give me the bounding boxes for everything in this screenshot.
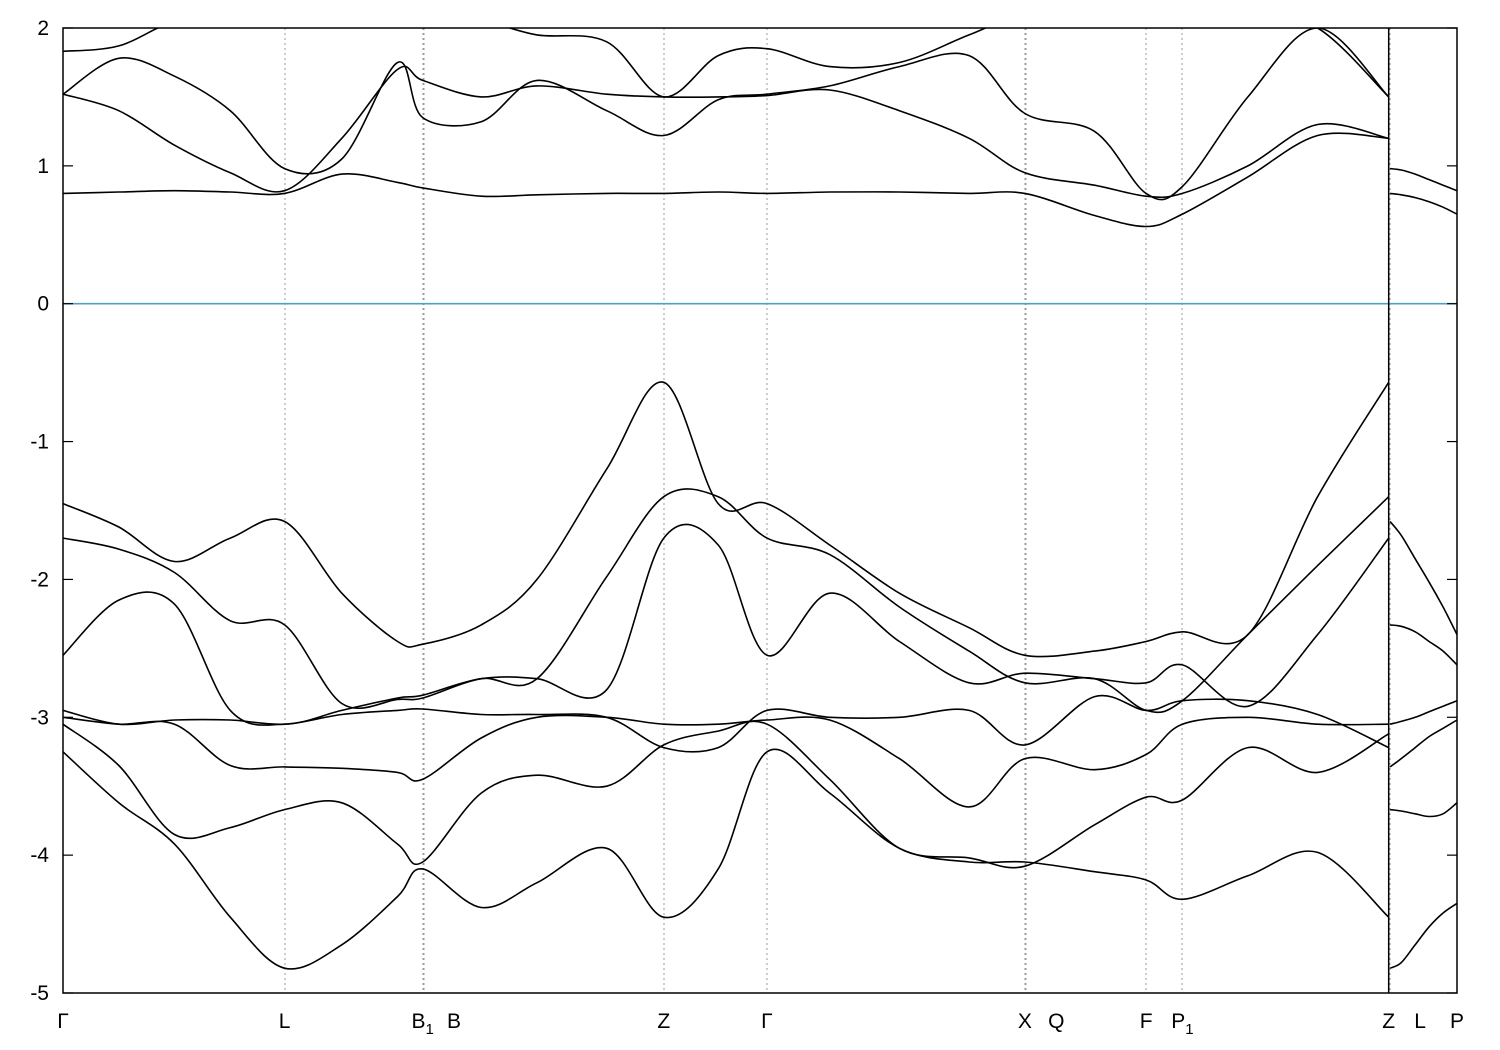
- kpoint-label-4: Z: [657, 1010, 670, 1033]
- ytick-label: -3: [30, 706, 49, 729]
- band-17: [1389, 192, 1457, 215]
- band-11: [1389, 902, 1457, 969]
- kpoint-subscript-2: 1: [425, 1021, 433, 1038]
- plot-border: [62, 27, 1458, 994]
- kpoint-label-5: Γ: [761, 1010, 773, 1033]
- ytick-label: 0: [37, 293, 49, 316]
- kpoint-label-7: Q: [1048, 1010, 1064, 1033]
- band-13: [1389, 719, 1457, 768]
- ytick-label: 1: [37, 155, 49, 178]
- band-12: [1389, 802, 1457, 818]
- band-lines: [63, 28, 1457, 970]
- band-18: [1390, 167, 1457, 192]
- plot-frame: [62, 27, 1458, 994]
- band-2: [63, 714, 1389, 808]
- ytick-label: -2: [30, 568, 49, 591]
- ytick-label: -5: [30, 982, 49, 1005]
- kpoint-label-0: Γ: [57, 1010, 69, 1033]
- band-9: [63, 28, 1390, 201]
- ytick-label: -4: [30, 844, 49, 867]
- kpoint-label-3: B: [447, 1010, 461, 1033]
- ytick-label: -1: [30, 431, 49, 454]
- band-14: [1389, 699, 1457, 725]
- band-16: [1389, 520, 1457, 635]
- band-1: [63, 720, 1390, 869]
- ytick-label: 2: [37, 17, 49, 40]
- band-15: [1389, 624, 1457, 666]
- band-4: [63, 523, 1390, 726]
- kpoint-label-8: F: [1140, 1010, 1153, 1033]
- band-5: [63, 488, 1390, 714]
- kpoint-subscript-9: 1: [1185, 1021, 1193, 1038]
- kpoint-label-1: L: [279, 1010, 291, 1033]
- kpoint-label-6: X: [1018, 1010, 1032, 1033]
- band-7: [63, 132, 1389, 228]
- kpoint-label-10: Z: [1382, 1010, 1395, 1033]
- band-8: [63, 65, 1389, 199]
- kpoint-labels: Γ L B1 B Z Γ X Q F P1 Z L P: [57, 1010, 1464, 1038]
- band-6: [63, 381, 1390, 658]
- band-0: [63, 748, 1390, 970]
- band-10: [63, 28, 1390, 98]
- kpoint-label-11: L: [1414, 1010, 1426, 1033]
- kpoint-label-12: P: [1450, 1010, 1464, 1033]
- y-axis-ticks: -5 -4 -3 -2 -1 0 1 2: [30, 17, 1457, 1005]
